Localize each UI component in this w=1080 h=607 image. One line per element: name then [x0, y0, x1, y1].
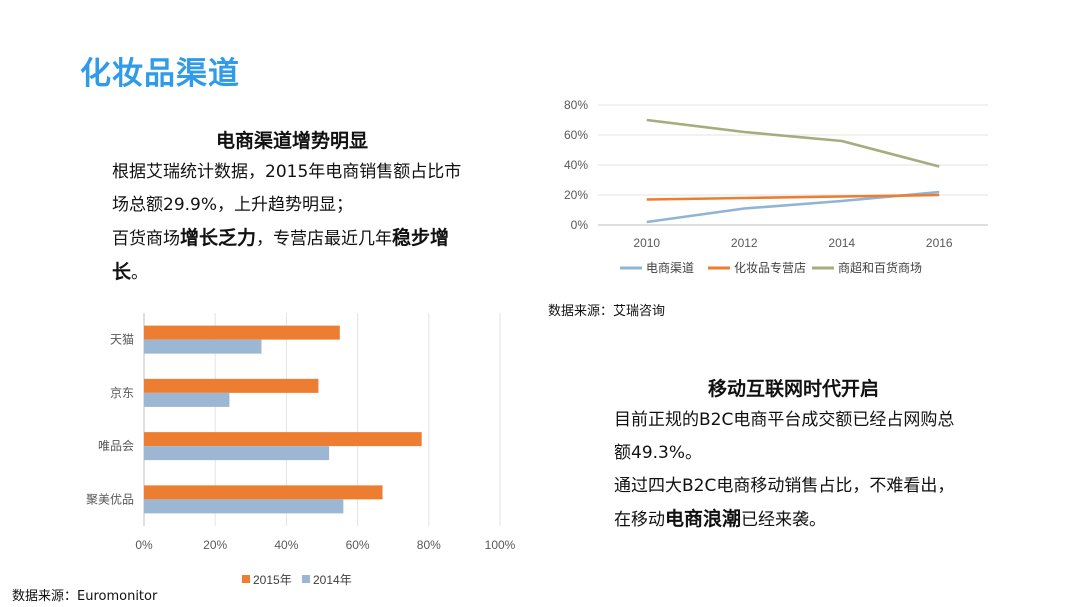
- ecommerce-line-3: 百货商场增长乏力，专营店最近几年稳步增: [112, 222, 512, 256]
- y-tick-label: 0%: [571, 218, 589, 232]
- x-tick-label: 60%: [346, 538, 370, 552]
- bar: [144, 392, 230, 407]
- bar: [144, 378, 319, 393]
- bar-chart-source: 数据来源：Euromonitor: [12, 589, 158, 604]
- x-tick-label: 2010: [633, 236, 660, 250]
- category-label: 京东: [110, 386, 134, 400]
- bar: [144, 432, 422, 447]
- mobile-line-2: 额49.3%。: [614, 443, 703, 463]
- ecommerce-line-1: 根据艾瑞统计数据，2015年电商销售额占比市: [112, 162, 462, 182]
- category-label: 聚美优品: [86, 492, 134, 506]
- mobile-line-4-a: 在移动: [614, 510, 665, 530]
- bar: [144, 446, 330, 461]
- y-tick-label: 20%: [564, 188, 588, 202]
- legend-label: 2014年: [313, 573, 352, 587]
- dept-store-text: 百货商场: [112, 229, 180, 249]
- legend-label: 商超和百货商场: [838, 260, 922, 275]
- legend-swatch: [242, 575, 250, 583]
- bar: [144, 499, 344, 514]
- x-tick-label: 2012: [731, 236, 758, 250]
- mobile-paragraph: 目前正规的B2C电商平台成交额已经占网购总 额49.3%。 通过四大B2C电商移…: [614, 404, 1014, 537]
- ecommerce-heading: 电商渠道增势明显: [216, 130, 369, 152]
- ecommerce-paragraph: 根据艾瑞统计数据，2015年电商销售额占比市 场总额29.9%，上升趋势明显； …: [112, 156, 512, 290]
- specialty-store-text: ，专营店最近几年: [256, 229, 393, 249]
- slide-title: 化妆品渠道: [80, 56, 240, 92]
- line-end-punct: 。: [131, 263, 149, 283]
- bar: [144, 485, 383, 500]
- legend-label: 化妆品专营店: [734, 260, 806, 275]
- y-tick-label: 40%: [564, 158, 588, 172]
- bar: [144, 339, 262, 354]
- mobile-line-4: 在移动电商浪潮已经来袭。: [614, 503, 1014, 537]
- ecommerce-line-4: 长。: [112, 256, 512, 290]
- mobile-heading: 移动互联网时代开启: [708, 378, 880, 400]
- x-tick-label: 0%: [135, 538, 153, 552]
- channel-share-line-chart: 0% 20% 40% 60% 80% 2010 2012 2014 2016 电商渠道 化妆品专营店…: [564, 98, 988, 275]
- x-tick-label: 2014: [828, 236, 855, 250]
- x-tick-label: 100%: [485, 538, 516, 552]
- legend-swatch: [302, 575, 310, 583]
- weak-growth-emphasis: 增长乏力: [180, 227, 257, 249]
- series-line: [646, 118, 940, 168]
- ecommerce-line-2: 场总额29.9%，上升趋势明显；: [112, 195, 354, 215]
- mobile-line-4-c: 已经来袭。: [741, 510, 827, 530]
- y-tick-label: 60%: [564, 128, 588, 142]
- x-tick-label: 40%: [274, 538, 298, 552]
- category-label: 天猫: [110, 333, 134, 347]
- category-label: 唯品会: [98, 439, 134, 453]
- x-tick-label: 2016: [926, 236, 953, 250]
- x-tick-label: 20%: [203, 538, 227, 552]
- steady-growth-emphasis: 稳步增: [392, 227, 450, 249]
- series-line: [646, 193, 940, 201]
- legend-label: 2015年: [253, 573, 292, 587]
- steady-growth-emphasis-end: 长: [112, 261, 132, 283]
- mobile-line-3: 通过四大B2C电商移动销售占比，不难看出，: [614, 476, 955, 496]
- bar: [144, 325, 340, 340]
- ecommerce-wave-emphasis: 电商浪潮: [665, 508, 742, 530]
- x-tick-label: 80%: [417, 538, 441, 552]
- y-tick-label: 80%: [564, 98, 588, 112]
- line-chart-source: 数据来源：艾瑞咨询: [548, 304, 666, 319]
- legend-label: 电商渠道: [646, 260, 694, 275]
- mobile-line-1: 目前正规的B2C电商平台成交额已经占网购总: [614, 410, 955, 430]
